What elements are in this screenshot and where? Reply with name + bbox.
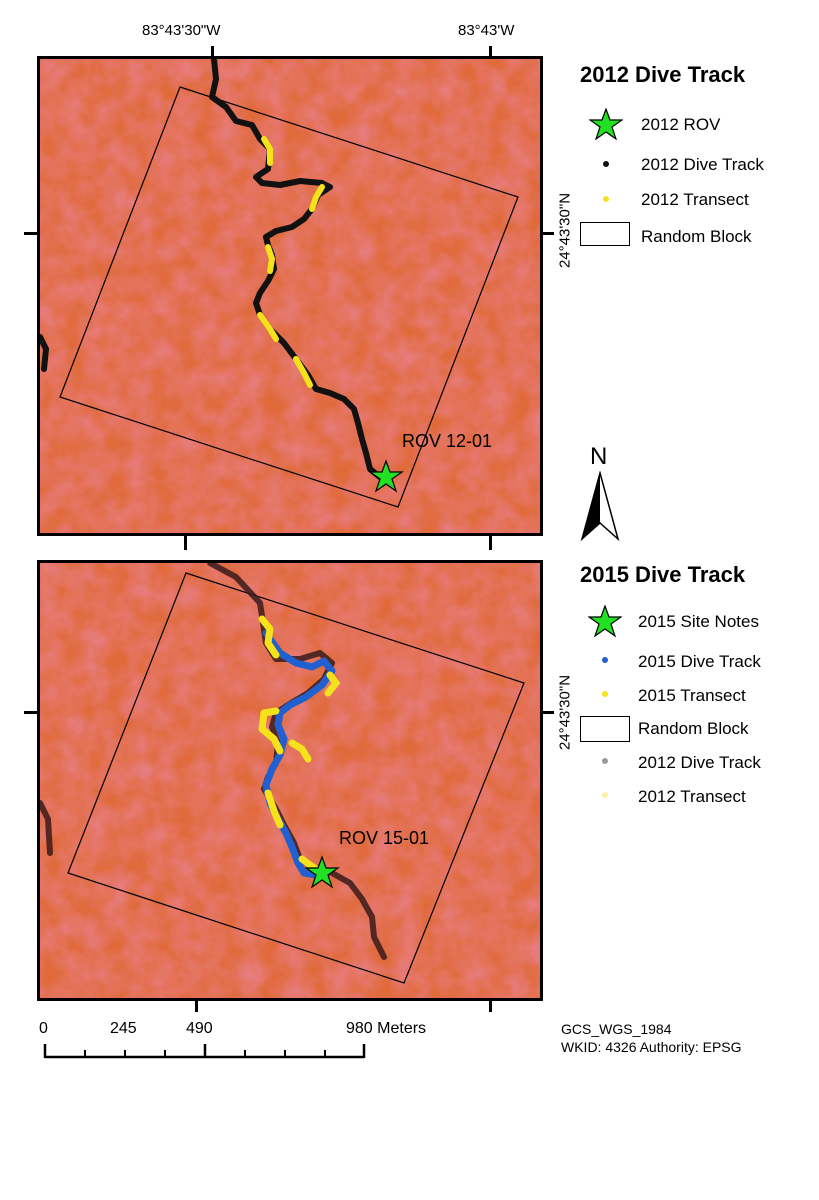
crs-name: GCS_WGS_1984	[561, 1021, 672, 1037]
transect-2015	[258, 707, 284, 755]
longitude-label-right: 83°43'W	[458, 22, 515, 39]
latitude-label-bottom: 24°43'30"N	[556, 674, 574, 751]
mid-tick	[184, 534, 187, 550]
legend-item-label: 2015 Dive Track	[638, 652, 761, 671]
longitude-label-left: 83°43'30"W	[142, 22, 221, 39]
green-star-icon	[589, 108, 623, 140]
left-tick	[24, 232, 38, 235]
dive-track-2012-faded	[40, 800, 53, 856]
legend-item-label: 2012 Dive Track	[638, 753, 761, 772]
box-icon	[580, 222, 630, 246]
legend-title-2012: 2012 Dive Track	[580, 62, 746, 87]
transect-2012	[293, 356, 313, 388]
site-notes-star-icon[interactable]	[304, 855, 340, 889]
random-block-2012	[59, 86, 519, 508]
yellow-dot-icon	[602, 691, 608, 697]
rov-label-2012: ROV 12-01	[402, 431, 493, 451]
rov-star-icon[interactable]	[368, 459, 404, 493]
mid-tick	[489, 534, 492, 550]
top-tick	[489, 46, 492, 56]
rov-label-2015: ROV 15-01	[339, 828, 430, 848]
transect-2012	[265, 244, 276, 274]
dive-track-2012	[40, 334, 50, 372]
legend-title-2015: 2015 Dive Track	[580, 562, 746, 587]
latitude-label-top: 24°43'30"N	[556, 192, 574, 269]
dive-track-2015	[262, 629, 336, 879]
transect-2012	[261, 136, 273, 166]
scale-label-980: 980 Meters	[346, 1020, 427, 1037]
legend-item-label: 2015 Site Notes	[638, 612, 759, 631]
north-arrow-icon	[580, 471, 620, 541]
crs-authority: WKID: 4326 Authority: EPSG	[561, 1039, 742, 1055]
blue-dot-icon	[602, 657, 608, 663]
north-label: N	[590, 443, 608, 470]
gray-dot-icon	[602, 758, 608, 764]
transect-2015	[288, 739, 312, 763]
yellow-dot-icon	[603, 196, 609, 202]
faint-yellow-dot-icon	[602, 792, 608, 798]
bottom-tick	[489, 998, 492, 1012]
box-icon	[580, 716, 630, 742]
random-block-2015	[67, 572, 525, 984]
top-tick	[211, 46, 214, 56]
legend-item-label: 2012 Dive Track	[641, 155, 764, 174]
scale-bar	[43, 1044, 366, 1059]
transect-2012	[257, 312, 279, 342]
legend-item-label: 2012 Transect	[641, 190, 749, 209]
right-tick	[540, 711, 554, 714]
map-2012[interactable]	[37, 56, 543, 536]
scale-label-0: 0	[39, 1020, 48, 1037]
legend-item-label: Random Block	[638, 719, 749, 738]
bottom-tick	[195, 998, 198, 1012]
left-tick	[24, 711, 38, 714]
transect-2015	[258, 615, 280, 659]
scale-label-245: 245	[110, 1020, 137, 1037]
legend-item-label: 2015 Transect	[638, 686, 746, 705]
legend-item-label: 2012 Transect	[638, 787, 746, 806]
map-2015[interactable]	[37, 560, 543, 1001]
scale-label-490: 490	[186, 1020, 213, 1037]
transect-2012	[309, 184, 325, 212]
transect-2015	[264, 789, 284, 829]
legend-item-label: Random Block	[641, 227, 752, 246]
right-tick	[540, 232, 554, 235]
legend-item-label: 2012 ROV	[641, 115, 721, 134]
transect-2015	[324, 671, 341, 697]
green-star-icon	[588, 605, 622, 637]
black-dot-icon	[603, 161, 609, 167]
